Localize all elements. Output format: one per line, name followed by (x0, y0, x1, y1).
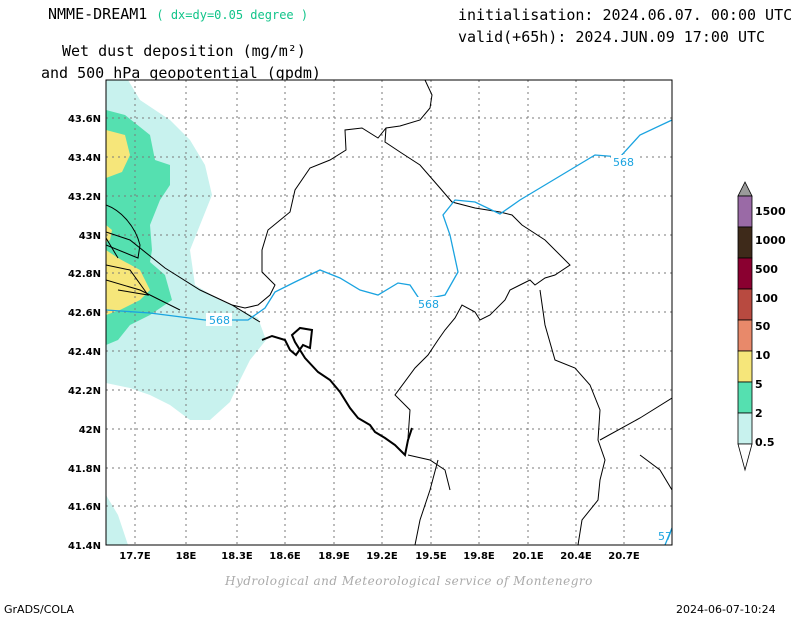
latitude-tick-labels: 43.6N 43.4N 43.2N 43N 42.8N 42.6N 42.4N … (68, 114, 101, 552)
contour-label-bg (416, 297, 442, 310)
lat-tick-label: 42N (79, 425, 101, 436)
lon-tick-label: 20.7E (608, 551, 640, 562)
map-content: 568 568 568 57 (106, 80, 672, 545)
contour-label-bg (611, 155, 637, 168)
lat-tick-label: 42.2N (68, 386, 101, 397)
lat-tick-label: 41.4N (68, 541, 101, 552)
colorbar-box (737, 319, 753, 352)
colorbar-bottom-arrow (737, 443, 753, 472)
coastline (261, 326, 413, 458)
lon-tick-label: 18E (176, 551, 197, 562)
colorbar-box (737, 257, 753, 290)
colorbar-label: 500 (755, 263, 778, 276)
country-borders (106, 80, 672, 545)
contour-label-568-b: 568 (418, 298, 439, 311)
lat-tick-label: 42.4N (68, 347, 101, 358)
render-timestamp: 2024-06-07-10:24 (676, 603, 776, 616)
valid-time: valid(+65h): 2024.JUN.09 17:00 UTC (458, 28, 766, 46)
product-title-line2: and 500 hPa geopotential (gpdm) (41, 64, 321, 82)
model-resolution: ( dx=dy=0.05 degree ) (156, 8, 309, 22)
lat-tick-label: 43.4N (68, 153, 101, 164)
lon-tick-label: 20.4E (560, 551, 592, 562)
colorbar-label: 2 (755, 407, 763, 420)
colorbar: 1500 1000 500 100 50 10 5 2 0.5 (737, 181, 786, 472)
lat-tick-label: 43.2N (68, 192, 101, 203)
lat-tick-label: 43N (79, 231, 101, 242)
lon-tick-label: 17.7E (119, 551, 151, 562)
lat-tick-label: 42.6N (68, 308, 101, 319)
colorbar-label: 50 (755, 320, 771, 333)
longitude-tick-labels: 17.7E 18E 18.3E 18.6E 18.9E 19.2E 19.5E … (119, 551, 640, 562)
colorbar-label: 1500 (755, 205, 786, 218)
credit-line: Hydrological and Meteorological service … (225, 574, 593, 588)
contour-label-568-a: 568 (209, 314, 230, 327)
dust-area-high-north (106, 130, 130, 178)
contour-57-edge (664, 527, 672, 545)
lon-tick-label: 18.6E (269, 551, 301, 562)
colorbar-box (737, 381, 753, 414)
software-label: GrADS/COLA (4, 603, 74, 616)
map-frame (105, 79, 673, 546)
colorbar-box (737, 195, 753, 228)
grid-lines (106, 80, 672, 545)
lat-tick-label: 43.6N (68, 114, 101, 125)
product-title-line1: Wet dust deposition (mg/m²) (62, 42, 306, 60)
lon-tick-label: 19.5E (415, 551, 447, 562)
colorbar-label: 100 (755, 292, 778, 305)
contour-label-568-c: 568 (613, 156, 634, 169)
lon-tick-label: 20.1E (512, 551, 544, 562)
model-name: NMME-DREAM1 (48, 5, 148, 23)
colorbar-label: 5 (755, 378, 763, 391)
lon-tick-label: 19.8E (463, 551, 495, 562)
colorbar-label: 1000 (755, 234, 786, 247)
lat-tick-label: 41.8N (68, 464, 101, 475)
lat-tick-label: 41.6N (68, 502, 101, 513)
colorbar-box (737, 350, 753, 383)
colorbar-box (737, 412, 753, 445)
colorbar-boxes (737, 195, 753, 445)
lon-tick-label: 18.3E (221, 551, 253, 562)
colorbar-top-arrow (737, 181, 753, 197)
colorbar-label: 10 (755, 349, 771, 362)
dust-area-high-south (106, 250, 150, 315)
dust-area-light-south (106, 495, 128, 545)
title-model: NMME-DREAM1 ( dx=dy=0.05 degree ) (48, 5, 308, 23)
lat-tick-label: 42.8N (68, 269, 101, 280)
colorbar-label: 0.5 (755, 436, 775, 449)
lon-tick-label: 18.9E (318, 551, 350, 562)
contour-label-57: 57 (658, 530, 672, 543)
initialisation-time: initialisation: 2024.06.07. 00:00 UTC (458, 6, 793, 24)
colorbar-box (737, 226, 753, 259)
contour-label-bg (206, 313, 232, 326)
colorbar-box (737, 288, 753, 321)
lon-tick-label: 19.2E (366, 551, 398, 562)
